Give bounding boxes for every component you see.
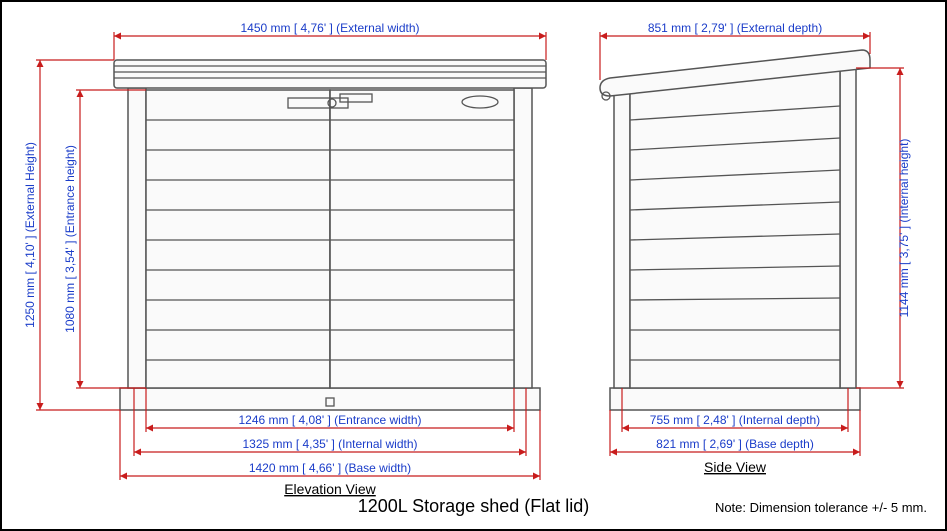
dim-internal-depth-text: 755 mm [ 2,48' ] (Internal depth)	[650, 413, 820, 427]
drawing-content: 1450 mm [ 4,76' ] (External width) 1250 …	[10, 10, 937, 521]
dim-entrance-height-text: 1080 mm [ 3,54' ] (Entrance height)	[63, 145, 77, 333]
dim-base-width-text: 1420 mm [ 4,66' ] (Base width)	[249, 461, 411, 475]
dim-external-width-text: 1450 mm [ 4,76' ] (External width)	[240, 21, 419, 35]
elevation-view-label: Elevation View	[284, 481, 376, 497]
drawing-frame: 1450 mm [ 4,76' ] (External width) 1250 …	[0, 0, 947, 531]
dim-entrance-width-text: 1246 mm [ 4,08' ] (Entrance width)	[238, 413, 421, 427]
dim-external-depth-text: 851 mm [ 2,79' ] (External depth)	[648, 21, 822, 35]
dim-internal-height-text: 1144 mm [ 3,75' ] (Internal height)	[897, 139, 911, 318]
side-view-label: Side View	[704, 459, 767, 475]
dim-external-width: 1450 mm [ 4,76' ] (External width)	[114, 21, 546, 60]
side-shed	[600, 50, 870, 410]
dim-internal-width-text: 1325 mm [ 4,35' ] (Internal width)	[242, 437, 417, 451]
dim-base-depth-text: 821 mm [ 2,69' ] (Base depth)	[656, 437, 814, 451]
elevation-shed	[114, 60, 546, 410]
dim-internal-height: 1144 mm [ 3,75' ] (Internal height)	[856, 68, 911, 388]
elevation-view-svg: 1450 mm [ 4,76' ] (External width) 1250 …	[10, 10, 570, 510]
side-view-svg: 851 mm [ 2,79' ] (External depth) 1144 m…	[570, 10, 940, 510]
tolerance-note: Note: Dimension tolerance +/- 5 mm.	[715, 500, 927, 515]
dim-external-height-text: 1250 mm [ 4,10' ] (External Height)	[23, 142, 37, 328]
